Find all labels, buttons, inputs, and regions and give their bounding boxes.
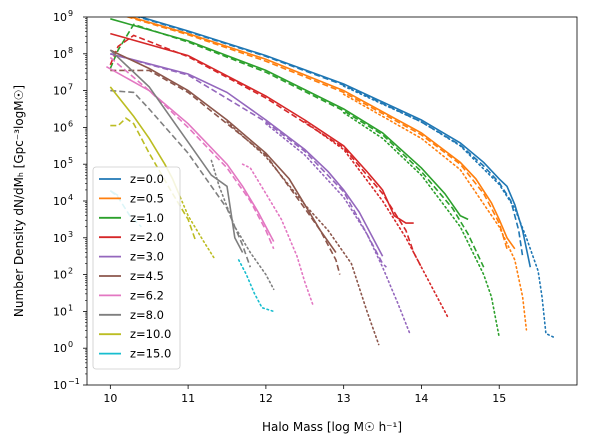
legend-label: z=4.5: [130, 269, 164, 283]
y-tick-exponent: 9: [68, 9, 73, 18]
legend-label: z=6.2: [130, 288, 164, 302]
legend-label: z=10.0: [130, 327, 171, 341]
y-tick-exponent: 3: [68, 230, 73, 239]
series-line-dashed-8: [110, 117, 197, 242]
y-tick-exponent: 2: [68, 267, 73, 276]
x-tick-label: 11: [181, 392, 195, 405]
y-tick-exponent: 1: [68, 303, 73, 312]
series-line-solid-4: [110, 53, 384, 257]
y-tick-exponent: 5: [68, 156, 73, 165]
series-line-solid-1: [127, 17, 516, 250]
series-line-dashed-4: [110, 53, 387, 268]
x-tick-label: 15: [492, 392, 506, 405]
series-line-dotted-1: [342, 93, 528, 331]
series-line-dashed-5: [110, 69, 341, 275]
y-tick-label: 10: [53, 48, 67, 61]
y-tick-label: 10: [53, 342, 67, 355]
legend-label: z=3.0: [130, 250, 164, 264]
y-tick-label: 10: [53, 305, 67, 318]
x-tick-label: 10: [103, 392, 117, 405]
y-tick-exponent: 0: [68, 340, 73, 349]
x-tick-label: 12: [259, 392, 273, 405]
y-tick-exponent: −1: [68, 377, 80, 386]
series-line-dotted-4: [265, 122, 411, 335]
legend-label: z=1.0: [130, 211, 164, 225]
legend-label: z=0.0: [130, 172, 164, 186]
x-tick-label: 14: [414, 392, 428, 405]
series-line-dotted-7: [210, 159, 275, 291]
y-tick-label: 10: [53, 379, 67, 392]
y-tick-label: 10: [53, 158, 67, 171]
series-line-dashed-2: [109, 23, 485, 268]
plot-lines: [106, 17, 555, 346]
series-line-dotted-3: [304, 121, 450, 320]
series-line-dotted-6: [241, 163, 314, 305]
y-tick-label: 10: [53, 121, 67, 134]
series-line-solid-3: [110, 32, 414, 224]
legend-label: z=2.0: [130, 230, 164, 244]
series-line-dashed-7: [110, 89, 252, 268]
y-tick-label: 10: [53, 11, 67, 24]
series-line-dotted-2: [342, 111, 500, 338]
y-tick-label: 10: [53, 85, 67, 98]
legend-label: z=8.0: [130, 308, 164, 322]
series-line-dotted-0: [342, 85, 555, 338]
y-tick-exponent: 8: [68, 46, 73, 55]
y-axis-label: Number Density dN/dMₕ [Gpc⁻³logM☉]: [12, 85, 26, 317]
y-tick-label: 10: [53, 269, 67, 282]
x-tick-label: 13: [337, 392, 351, 405]
legend: z=0.0 z=0.5 z=1.0 z=2.0 z=3.0 z=4.5 z=6.2 z=8.0…: [92, 166, 181, 370]
legend-label: z=0.5: [130, 191, 164, 205]
series-line-dotted-5: [226, 121, 380, 346]
series-line-dashed-6: [109, 56, 275, 250]
y-tick-exponent: 4: [68, 193, 73, 202]
x-ticks: 10 11 12 13 14 15: [103, 385, 506, 405]
series-line-solid-7: [109, 49, 244, 253]
series-line-dotted-9: [237, 259, 275, 313]
series-line-solid-2: [110, 18, 469, 221]
legend-label: z=15.0: [130, 347, 171, 361]
y-tick-exponent: 7: [68, 83, 73, 92]
y-tick-label: 10: [53, 195, 67, 208]
x-axis-label: Halo Mass [log M☉ h⁻¹]: [262, 420, 402, 434]
series-line-solid-0: [137, 17, 532, 268]
y-tick-exponent: 6: [68, 119, 73, 128]
series-line-dashed-3: [109, 34, 423, 268]
y-tick-label: 10: [53, 232, 67, 245]
series-line-dashed-1: [125, 17, 508, 250]
series-line-dotted-8: [179, 196, 217, 261]
